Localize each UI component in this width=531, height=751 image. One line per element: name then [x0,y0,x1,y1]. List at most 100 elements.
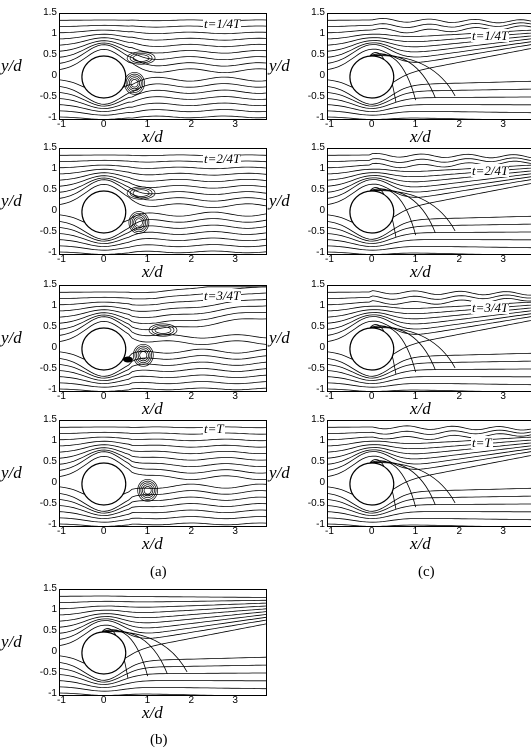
streamline [328,297,531,306]
streamline [328,160,531,169]
x-tick-label: -1 [57,119,66,130]
streamline-svg [328,425,531,526]
x-tick-label: 0 [368,254,375,265]
streamline [60,599,266,603]
vortex-loop [128,77,141,90]
vortex-loop [138,480,157,500]
x-axis-label: x/d [142,534,163,553]
streamline [60,89,266,107]
x-tick-label: 3 [500,391,506,402]
vortex-loop [132,343,154,367]
panel-a4: 1.5 1 0.5 0 -0.5 -1 -1 0 1 2 3 y/d x/d t=T [1,415,267,565]
streamline [60,451,266,474]
x-tick-label: 3 [500,254,506,265]
y-tick-label: 1.5 [311,279,325,290]
vortex-loop [142,484,154,497]
separation-streamline [101,629,149,677]
streamline [328,425,531,431]
streamline [328,436,531,447]
streamline [328,429,531,435]
streamline-plot [59,13,267,120]
time-label: t=T [471,435,493,450]
streamline [60,680,266,689]
streamline [60,42,266,60]
y-tick-label: 0.5 [43,625,57,636]
y-tick-label: -1 [316,247,325,258]
y-tick-label: -1 [316,384,325,395]
x-axis-label: x/d [410,534,431,553]
y-tick-label: 0.5 [43,321,57,332]
streamline-plot [59,589,267,696]
streamline [60,444,266,455]
vortex-loop [143,486,152,495]
streamline [60,449,266,467]
y-tick-label: 0.5 [311,456,325,467]
panel-a2: 1.5 1 0.5 0 -0.5 -1 -1 0 1 2 3 y/d x/d t=2/4T [1,143,267,293]
streamline [60,355,266,377]
streamline [60,522,266,526]
streamline [328,388,483,391]
streamline [328,451,531,477]
vortex-loop [126,51,156,65]
streamline [328,231,531,244]
y-tick-label: 1.5 [311,414,325,425]
streamline [328,433,531,441]
x-tick-label: -1 [57,254,66,265]
streamline [60,164,266,170]
streamline-plot [327,420,531,527]
streamline [60,692,215,695]
separation-streamline [369,325,417,373]
streamline [60,595,266,598]
streamline [60,381,266,388]
y-tick-label: 1 [319,163,325,174]
separation-streamline [369,55,456,97]
streamline [60,37,266,48]
y-tick-label: -1 [48,247,57,258]
x-axis-label: x/d [410,399,431,418]
streamline [328,152,531,159]
separation-streamline [369,326,436,371]
vortex-loop [137,349,149,362]
streamline [60,656,266,681]
time-label: t=1/4T [471,28,510,43]
x-axis-label: x/d [142,127,163,146]
streamline [60,608,266,622]
streamline [328,316,531,342]
vortex-loop [139,351,148,360]
y-tick-label: -0.5 [39,498,57,509]
y-tick-label: 1 [51,300,57,311]
vortex-loop [129,52,153,64]
x-tick-label: 0 [100,254,107,265]
cylinder [81,327,127,371]
cylinder [81,55,127,99]
streamline [60,305,266,318]
x-tick-label: 2 [456,254,463,265]
y-tick-label: 0.5 [311,49,325,60]
x-tick-label: 1 [412,119,419,130]
streamline [60,48,266,74]
streamline [60,231,266,244]
y-tick-label: 1.5 [43,414,57,425]
separation-streamline [369,190,456,232]
vortex-loop [134,345,153,365]
y-tick-label: -1 [48,519,57,530]
cylinder [81,631,127,675]
y-tick-label: 1.5 [311,7,325,18]
time-label: t=1/4T [203,16,242,31]
y-tick-label: 0.5 [43,49,57,60]
x-tick-label: -1 [325,391,334,402]
y-axis-label: y/d [1,631,22,651]
y-tick-label: -0.5 [307,226,325,237]
x-tick-label: 3 [500,119,506,130]
y-tick-label: -0.5 [39,226,57,237]
vortex-loop [140,482,155,499]
time-label: t=3/4T [471,300,510,315]
time-label: t=3/4T [203,288,242,303]
streamline [328,290,531,296]
x-tick-label: 3 [500,526,506,537]
streamline [60,436,266,442]
y-tick-label: 1.5 [311,142,325,153]
vortex-loop [125,73,144,93]
vortex-loop [137,478,159,502]
x-tick-label: 2 [188,526,195,537]
